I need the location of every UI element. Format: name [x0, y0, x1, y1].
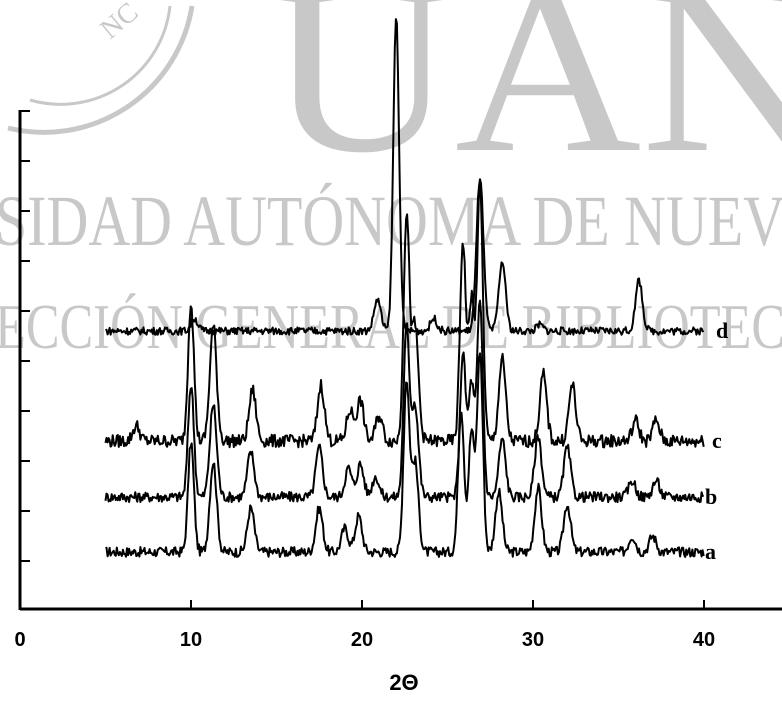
axes: 0 10 20 30 40 2Θ	[14, 110, 782, 695]
x-axis-title: 2Θ	[389, 670, 418, 695]
series-line-b	[104, 299, 704, 504]
series-label-a: a	[705, 539, 716, 564]
x-tick-label: 40	[693, 629, 715, 651]
y-minor-ticks	[20, 110, 30, 562]
watermark-logo-letters: UAN	[268, 0, 782, 202]
series-label-d: d	[716, 318, 728, 343]
series-label-c: c	[712, 428, 722, 453]
series-layer: a b c d	[104, 18, 728, 564]
x-ticks: 0 10 20 30 40	[14, 600, 715, 651]
watermark-seal-arc-inner	[29, 5, 172, 106]
x-tick-label: 0	[14, 629, 25, 651]
watermark: NC UAN SIDAD AUTÓNOMA DE NUEV ECCIÓN GEN…	[0, 0, 782, 362]
watermark-seal-arc	[7, 5, 195, 135]
x-tick-label: 30	[522, 629, 544, 651]
watermark-seal-text: NC	[95, 0, 145, 45]
x-tick-label: 10	[180, 629, 202, 651]
x-tick-label: 20	[351, 629, 373, 651]
watermark-line-2: ECCIÓN GENERAL DE BIBLIOTEC	[0, 291, 782, 362]
series-line-c	[104, 178, 705, 449]
series-label-b: b	[705, 484, 717, 509]
series-line-d	[105, 18, 705, 336]
series-line-a	[105, 352, 705, 558]
